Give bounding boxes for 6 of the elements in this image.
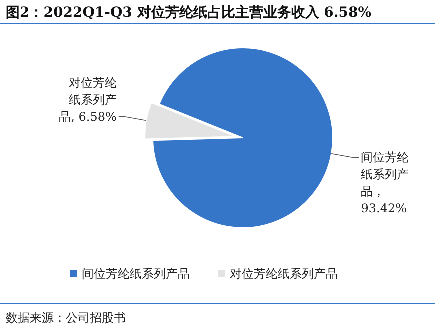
source-note: 数据来源：公司招股书 [6,311,126,325]
legend-label: 对位芳纶纸系列产品 [230,267,338,281]
data-label: 间位芳纶纸系列产品，93.42% [361,150,410,216]
legend-label: 间位芳纶纸系列产品 [82,267,190,281]
data-label: 对位芳纶纸系列产品, 6.58% [59,76,117,124]
title: 图2：2022Q1-Q3 对位芳纶纸占比主营业务收入 6.58% [6,5,372,21]
